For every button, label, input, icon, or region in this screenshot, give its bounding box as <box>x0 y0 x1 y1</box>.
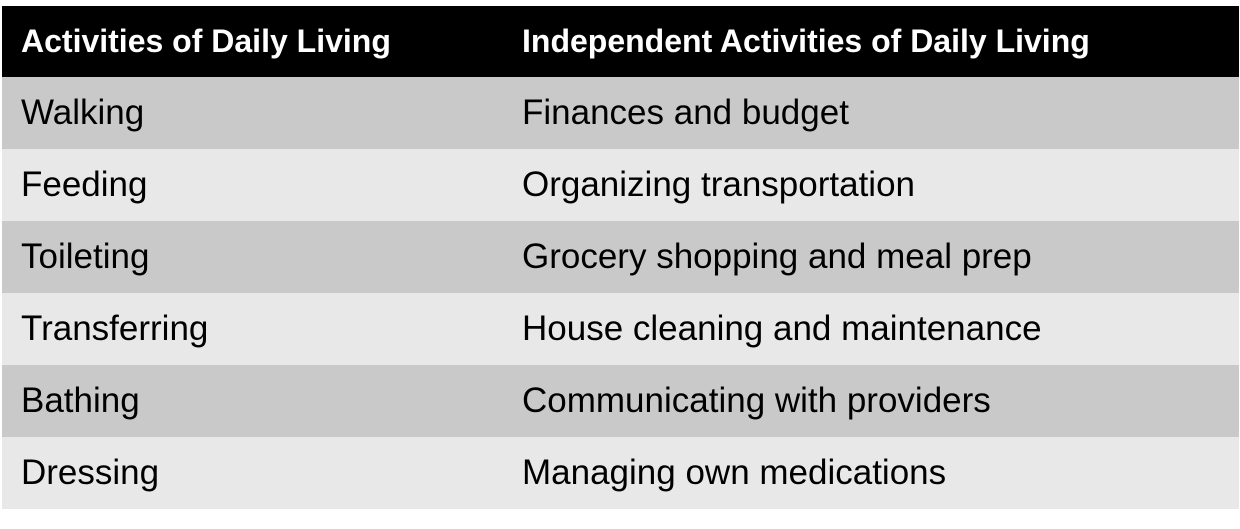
table-header-row: Activities of Daily Living Independent A… <box>2 6 1239 77</box>
cell-iadl: Managing own medications <box>522 453 947 492</box>
table-row: Feeding Organizing transportation <box>2 149 1239 221</box>
table-row: Toileting Grocery shopping and meal prep <box>2 221 1239 293</box>
cell-iadl: Finances and budget <box>522 93 849 132</box>
cell-adl: Toileting <box>21 237 150 276</box>
cell-adl: Feeding <box>21 165 148 204</box>
cell-adl: Walking <box>21 93 145 132</box>
table-row: Walking Finances and budget <box>2 77 1239 149</box>
table-row: Bathing Communicating with providers <box>2 365 1239 437</box>
header-iadl: Independent Activities of Daily Living <box>522 23 1090 59</box>
cell-iadl: Organizing transportation <box>522 165 915 204</box>
cell-iadl: Grocery shopping and meal prep <box>522 237 1032 276</box>
cell-adl: Dressing <box>21 453 160 492</box>
table-row: Transferring House cleaning and maintenan… <box>2 293 1239 365</box>
cell-adl: Bathing <box>21 381 140 420</box>
table-row: Dressing Managing own medications <box>2 437 1239 509</box>
cell-iadl: Communicating with providers <box>522 381 991 420</box>
adl-table: Activities of Daily Living Independent A… <box>2 6 1239 509</box>
header-adl: Activities of Daily Living <box>21 23 391 59</box>
cell-adl: Transferring <box>21 309 209 348</box>
cell-iadl: House cleaning and maintenance <box>522 309 1042 348</box>
